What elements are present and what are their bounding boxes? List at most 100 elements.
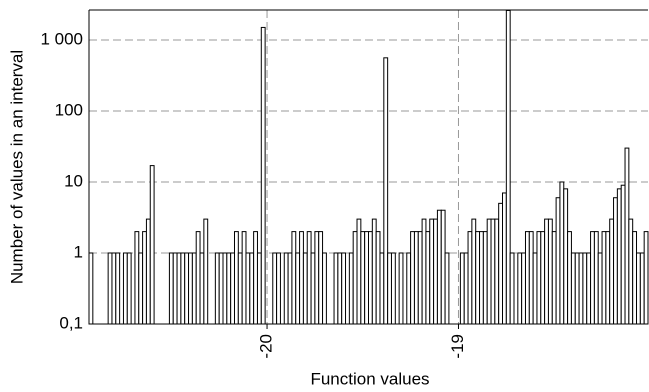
bar xyxy=(287,252,293,325)
bar xyxy=(540,231,546,325)
bar xyxy=(601,231,607,325)
bar xyxy=(322,252,327,325)
bar xyxy=(348,252,354,325)
x-tick-label: -19 xyxy=(448,334,467,359)
bar xyxy=(149,165,155,325)
bar xyxy=(302,252,308,325)
bar xyxy=(352,231,358,325)
bar xyxy=(417,231,423,325)
bar xyxy=(283,252,289,325)
bar xyxy=(299,231,304,325)
y-tick-label: 0,1 xyxy=(59,313,83,332)
bar xyxy=(256,252,262,325)
bar xyxy=(459,252,465,325)
bar xyxy=(383,57,389,325)
bar xyxy=(421,218,427,325)
bar xyxy=(295,252,301,325)
bar xyxy=(559,181,565,325)
bar xyxy=(333,252,339,325)
bar xyxy=(590,231,595,325)
bar xyxy=(318,231,324,325)
bar xyxy=(471,218,477,325)
bar xyxy=(463,252,469,325)
bar xyxy=(226,252,232,325)
bar xyxy=(597,252,603,325)
bar xyxy=(191,252,197,325)
bar xyxy=(440,209,446,325)
bar xyxy=(272,252,278,325)
bar xyxy=(479,231,484,325)
bar xyxy=(413,231,419,325)
y-tick-label: 10 xyxy=(64,171,83,190)
bar xyxy=(199,252,205,325)
bar xyxy=(509,252,515,325)
bar xyxy=(379,252,385,325)
bar xyxy=(521,252,526,325)
bar xyxy=(433,218,438,325)
bar xyxy=(532,252,538,325)
bar xyxy=(230,252,235,325)
bar xyxy=(233,231,239,325)
bar xyxy=(620,184,626,325)
bar xyxy=(544,218,549,325)
bar xyxy=(505,9,511,325)
bar xyxy=(494,218,500,325)
bar xyxy=(390,252,396,325)
bar xyxy=(314,231,320,325)
bar xyxy=(567,231,572,325)
bar xyxy=(249,252,255,325)
bar xyxy=(168,252,174,325)
bar xyxy=(364,231,370,325)
bar xyxy=(222,252,228,325)
bar xyxy=(563,188,569,325)
bar xyxy=(628,218,634,325)
y-tick-label: 100 xyxy=(55,100,83,119)
bar xyxy=(582,252,588,325)
bar xyxy=(551,231,557,325)
bar xyxy=(276,252,281,325)
x-tick-label: -20 xyxy=(257,334,276,359)
bar xyxy=(360,231,366,325)
bar xyxy=(145,218,151,325)
bar xyxy=(138,252,144,325)
bar xyxy=(356,218,362,325)
bar xyxy=(528,231,534,325)
bar xyxy=(375,231,381,325)
bar xyxy=(398,252,404,325)
bar xyxy=(195,231,201,325)
bar xyxy=(368,231,373,325)
bar xyxy=(107,252,113,325)
bar xyxy=(467,231,473,325)
bar xyxy=(613,197,618,325)
bar xyxy=(632,231,638,325)
bar xyxy=(111,252,117,325)
x-axis-label: Function values xyxy=(310,369,429,388)
bar xyxy=(203,218,209,325)
bar xyxy=(570,252,576,325)
bar xyxy=(555,197,561,325)
bar xyxy=(184,252,190,325)
bar xyxy=(486,218,492,325)
bar xyxy=(115,252,121,325)
bar xyxy=(172,252,178,325)
bar xyxy=(337,252,343,325)
bar xyxy=(241,231,247,325)
bar xyxy=(574,252,580,325)
bar xyxy=(387,252,392,325)
bar xyxy=(214,252,220,325)
bar xyxy=(616,188,622,325)
bar xyxy=(134,231,140,325)
bar xyxy=(498,202,504,325)
bar xyxy=(547,218,553,325)
bar xyxy=(536,231,542,325)
y-tick-label: 1 000 xyxy=(40,29,83,48)
bar xyxy=(88,252,94,325)
bar xyxy=(502,192,507,325)
bar xyxy=(260,26,266,325)
bar xyxy=(609,218,615,325)
bar xyxy=(122,252,128,325)
bar xyxy=(524,231,530,325)
bar xyxy=(429,218,435,325)
bar xyxy=(410,231,415,325)
